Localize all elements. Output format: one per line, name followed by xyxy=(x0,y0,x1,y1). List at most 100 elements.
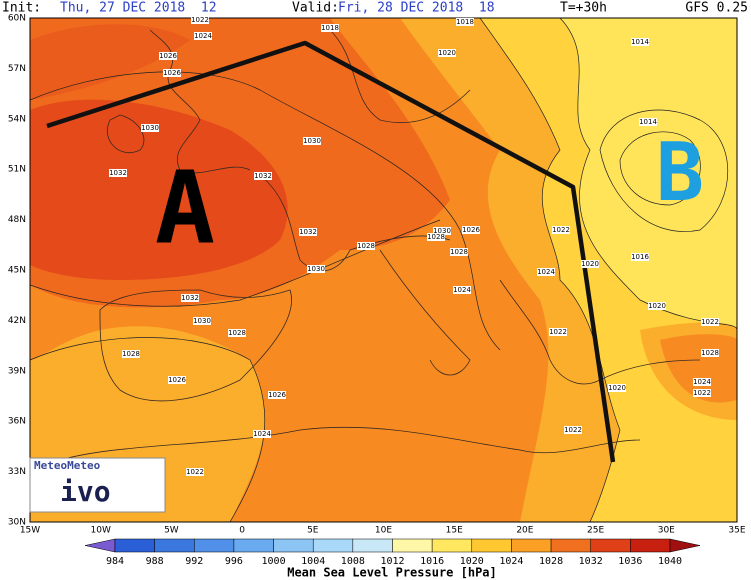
lon-label: 20E xyxy=(516,526,533,536)
colorbar-tick-label: 1020 xyxy=(460,556,484,567)
colorbar-tick-label: 984 xyxy=(106,556,124,567)
lat-label: 33N xyxy=(8,467,26,477)
colorbar-tick-label: 1000 xyxy=(262,556,286,567)
isobar-label: 1020 xyxy=(648,302,666,310)
colorbar-tick-label: 1028 xyxy=(539,556,563,567)
colorbar-bin xyxy=(550,538,591,553)
isobar-label-bg xyxy=(608,384,626,392)
isobar-label: 1028 xyxy=(450,248,468,256)
isobar-label-bg xyxy=(181,294,199,302)
isobar-label: 1020 xyxy=(608,384,626,392)
isobar-label: 1032 xyxy=(181,294,199,302)
low-pressure-label: B xyxy=(656,126,704,219)
colorbar-title: Mean Sea Level Pressure [hPa] xyxy=(287,566,497,580)
isobar-label-bg xyxy=(303,137,321,145)
isobar-label-bg xyxy=(456,18,474,26)
isobar-label-bg xyxy=(693,378,711,386)
lat-label: 36N xyxy=(8,417,26,427)
isobar-label: 1026 xyxy=(163,69,181,77)
isobar-label-bg xyxy=(193,317,211,325)
lat-label: 45N xyxy=(8,266,26,276)
isobar-label-bg xyxy=(648,302,666,310)
colorbar-over xyxy=(669,538,701,553)
isobar-label: 1022 xyxy=(186,468,204,476)
colorbar: 984 988 992 996 1000 1004 1008 1012 1016 1020 1024… xyxy=(84,538,701,580)
isobar-label: 1026 xyxy=(268,391,286,399)
isobar-label-bg xyxy=(462,226,480,234)
colorbar-tick-label: 988 xyxy=(146,556,164,567)
colorbar-tick-label: 1040 xyxy=(658,556,682,567)
valid-label: Valid: xyxy=(292,1,339,16)
colorbar-tick-label: 1008 xyxy=(341,556,365,567)
isobar-label-bg xyxy=(141,124,159,132)
lon-label: 30E xyxy=(658,526,675,536)
isobar-label: 1030 xyxy=(141,124,159,132)
colorbar-tick-label: 996 xyxy=(225,556,243,567)
isobar-label: 1014 xyxy=(631,38,649,46)
isobar-label: 1028 xyxy=(357,242,375,250)
lead-time: T=+30h xyxy=(560,1,607,16)
isobar-label: 1032 xyxy=(109,169,127,177)
isobar-label-bg xyxy=(450,248,468,256)
isobar-label-bg xyxy=(168,376,186,384)
colorbar-tick-label: 1024 xyxy=(499,556,523,567)
isobar-label-bg xyxy=(631,253,649,261)
isobar-label-bg xyxy=(549,328,567,336)
valid-time: Fri, 28 DEC 2018 18 xyxy=(338,1,495,16)
isobar-label-bg xyxy=(581,260,599,268)
isobar-label: 1032 xyxy=(254,172,272,180)
colorbar-bin xyxy=(194,538,235,553)
isobar-label-bg xyxy=(268,391,286,399)
isobar-label-bg xyxy=(564,426,582,434)
lat-label: 48N xyxy=(8,215,26,225)
isobar-label: 1014 xyxy=(639,118,657,126)
colorbar-bin xyxy=(630,538,671,553)
init-label: Init: xyxy=(2,1,41,16)
isobar-label-bg xyxy=(427,233,445,241)
logo-text: ivo xyxy=(60,475,111,508)
isobar-label: 1024 xyxy=(453,286,471,294)
lon-label: 0 xyxy=(239,526,245,536)
colorbar-under xyxy=(84,538,116,553)
colorbar-bin xyxy=(431,538,473,553)
logo-text: MeteoMeteo xyxy=(34,459,101,472)
lat-label: 42N xyxy=(8,316,26,326)
header-bg xyxy=(0,0,751,17)
colorbar-bin xyxy=(392,538,433,553)
isobar-label-bg xyxy=(191,16,209,24)
isobar-label-bg xyxy=(701,349,719,357)
lat-label: 57N xyxy=(8,64,26,74)
isobar-label-bg xyxy=(693,389,711,397)
isobar-label-bg xyxy=(307,265,325,273)
isobar-label: 1024 xyxy=(194,32,212,40)
isobar-label-bg xyxy=(357,242,375,250)
isobar-label: 1028 xyxy=(427,233,445,241)
lon-label: 15W xyxy=(20,526,40,536)
isobar-label: 1022 xyxy=(693,389,711,397)
colorbar-bin xyxy=(590,538,631,553)
isobar-label: 1018 xyxy=(456,18,474,26)
isobar-label-bg xyxy=(159,52,177,60)
init-time: Thu, 27 DEC 2018 12 xyxy=(60,1,217,16)
colorbar-bin xyxy=(273,538,314,553)
colorbar-tick-label: 1032 xyxy=(579,556,603,567)
isobar-label-bg xyxy=(433,227,451,235)
colorbar-tick-label: 1012 xyxy=(380,556,404,567)
isobar-label: 1028 xyxy=(122,350,140,358)
isobar-label: 1022 xyxy=(191,16,209,24)
high-pressure-label: A xyxy=(155,149,215,266)
lon-label: 10W xyxy=(91,526,111,536)
isobar-label: 1032 xyxy=(299,228,317,236)
lon-label: 15E xyxy=(446,526,463,536)
isobar-label: 1030 xyxy=(307,265,325,273)
isobar-label: 1022 xyxy=(552,226,570,234)
isobar-label: 1026 xyxy=(168,376,186,384)
lon-label: 35E xyxy=(728,526,745,536)
isobar-label-bg xyxy=(299,228,317,236)
isobar-label-bg xyxy=(321,24,339,32)
isobar-label-bg xyxy=(194,32,212,40)
isobar-label-bg xyxy=(552,226,570,234)
colorbar-tick-label: 992 xyxy=(185,556,203,567)
colorbar-bin xyxy=(511,538,552,553)
